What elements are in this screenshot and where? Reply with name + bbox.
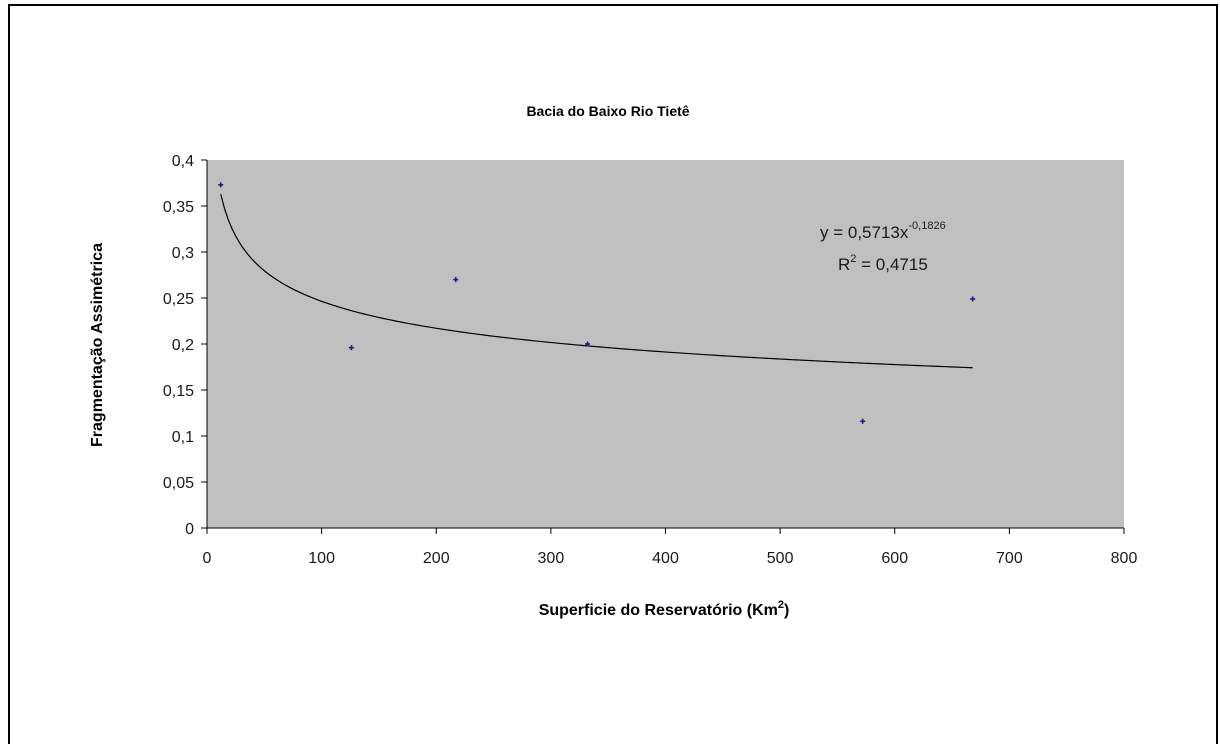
axes: [201, 159, 1125, 534]
chart: 0 100 200 300 400 500 600 700 800 0 0,05 0,1 0,15 0,…: [89, 103, 1138, 619]
y-tick-label: 0,15: [163, 383, 194, 400]
trendline: [220, 193, 973, 369]
x-tick-label: 0: [203, 550, 212, 567]
data-point: [970, 296, 976, 302]
plot-area: [207, 160, 1124, 528]
data-point: [585, 341, 591, 347]
y-tick-label: 0,25: [163, 291, 194, 308]
y-tick-label: 0,4: [172, 153, 194, 170]
x-tick-label: 500: [767, 550, 794, 567]
trendline-equation: y = 0,5713x-0,1826: [820, 220, 946, 242]
x-tick-label: 400: [652, 550, 679, 567]
x-tick-label: 300: [538, 550, 565, 567]
data-point: [348, 345, 354, 351]
y-tick-labels: 0 0,05 0,1 0,15 0,2 0,25 0,3 0,35 0,4: [163, 153, 194, 538]
x-tick-label: 200: [423, 550, 450, 567]
x-tick-label: 600: [881, 550, 908, 567]
data-points: [218, 182, 976, 424]
trendline-r-squared: R2 = 0,4715: [838, 253, 928, 274]
y-tick-label: 0,1: [172, 429, 194, 446]
y-tick-label: 0,35: [163, 199, 194, 216]
chart-title: Bacia do Baixo Rio Tietê: [526, 103, 689, 119]
figure-frame: [8, 4, 1218, 744]
x-tick-label: 800: [1111, 550, 1138, 567]
y-tick-label: 0,3: [172, 245, 194, 262]
x-tick-label: 700: [996, 550, 1023, 567]
data-point: [453, 277, 459, 283]
x-axis-label: Superficie do Reservatório (Km2): [539, 599, 790, 619]
x-tick-labels: 0 100 200 300 400 500 600 700 800: [203, 550, 1138, 567]
y-tick-label: 0: [185, 521, 194, 538]
x-tick-label: 100: [308, 550, 335, 567]
y-tick-label: 0,2: [172, 337, 194, 354]
y-axis-label: Fragmentação Assimétrica: [89, 243, 106, 447]
y-tick-label: 0,05: [163, 475, 194, 492]
data-point: [860, 418, 866, 424]
data-point: [218, 182, 224, 188]
